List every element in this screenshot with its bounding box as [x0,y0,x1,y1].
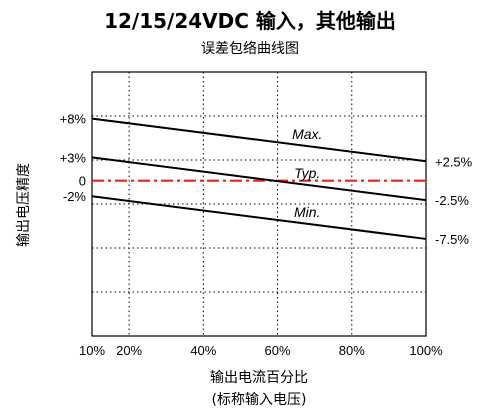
series-label-typ: Typ. [294,165,320,181]
series-label-max: Max. [292,126,322,142]
series-group: Max. Typ. Min. [91,117,427,240]
series-line-typ [91,156,427,202]
x-tick-label: 40% [190,343,216,358]
y-tick-label-right: -7.5% [435,232,469,247]
series-label-min: Min. [294,204,320,220]
y-tick-labels-right: +2.5% -2.5% -7.5% [435,154,473,247]
y-tick-label-left: +3% [60,150,87,165]
series-line-min [91,195,427,240]
y-tick-label-right: +2.5% [435,154,473,169]
y-tick-label-left: -2% [63,189,87,204]
x-tick-label: 60% [265,343,291,358]
x-tick-label: 20% [116,343,142,358]
y-axis-title: 输出电压精度 [16,163,32,247]
x-axis-subtitle: (标称输入电压) [212,392,307,408]
grid [92,72,426,336]
y-tick-labels-left: +8% +3% 0-2% [60,112,87,205]
chart-subtitle: 误差包络曲线图 [201,41,299,57]
x-tick-label: 80% [339,343,365,358]
x-tick-labels: 10% 20% 40% 60% 80% 100% [79,343,443,358]
x-axis-title: 输出电流百分比 [210,370,308,386]
y-tick-label-right: -2.5% [435,193,469,208]
y-tick-label-left: 0 [79,174,86,189]
x-tick-label: 10% [79,343,105,358]
series-line-max [91,117,427,163]
x-tick-label: 100% [409,343,443,358]
chart-title: 12/15/24VDC 输入，其他输出 [104,9,396,33]
y-tick-label-left: +8% [60,112,87,127]
